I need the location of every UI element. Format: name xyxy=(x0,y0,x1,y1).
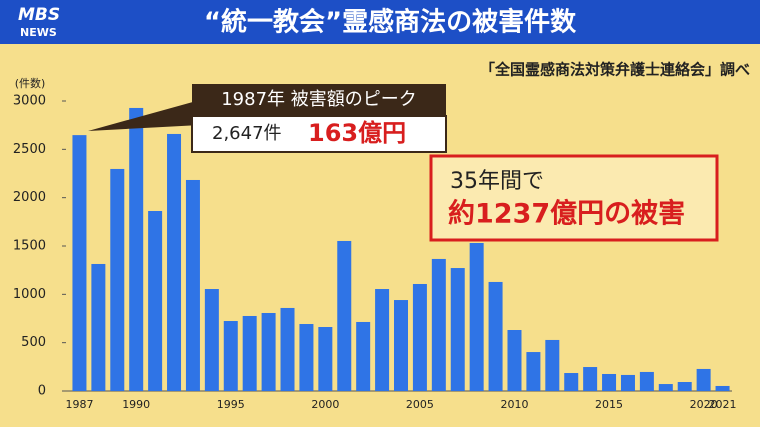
bar xyxy=(204,289,219,391)
bar xyxy=(185,179,200,391)
x-tick-label: 2020 xyxy=(690,398,718,411)
logo-brand: MBS xyxy=(18,5,60,25)
bar xyxy=(375,289,390,391)
y-tick-label: 3000 xyxy=(13,94,46,109)
logo-sub: NEWS xyxy=(20,26,57,39)
x-tick-label: 2005 xyxy=(406,398,434,411)
callout-body xyxy=(191,115,447,153)
bar xyxy=(602,373,617,391)
bar xyxy=(488,281,503,391)
bar xyxy=(507,330,522,391)
bar xyxy=(715,385,730,391)
bar xyxy=(412,283,427,391)
callout-head xyxy=(192,84,446,116)
x-tick-label: 1987 xyxy=(65,398,93,411)
source-note: 「全国霊感商法対策弁護士連絡会」調べ xyxy=(480,61,750,79)
x-tick-label: 1995 xyxy=(217,398,245,411)
bar xyxy=(564,373,579,391)
y-tick-label: 1500 xyxy=(13,239,46,254)
bar xyxy=(620,374,635,391)
bar xyxy=(356,321,371,391)
bar xyxy=(280,307,295,391)
x-tick-label: 2021 xyxy=(709,398,737,411)
bar xyxy=(129,107,144,392)
total-line2: 約1237億円の被害 xyxy=(448,198,685,230)
y-tick-label: 2500 xyxy=(13,142,46,157)
bar xyxy=(639,371,654,391)
bar xyxy=(91,263,106,391)
bar xyxy=(658,384,673,391)
y-tick-label: 500 xyxy=(21,335,46,350)
peak-count: 2,647件 xyxy=(212,123,282,144)
bar xyxy=(545,339,560,391)
callout-pointer xyxy=(88,100,200,131)
bar xyxy=(318,327,333,391)
x-tick-label: 2010 xyxy=(500,398,528,411)
bar xyxy=(696,368,711,391)
bar xyxy=(583,367,598,391)
x-tick-label: 2015 xyxy=(595,398,623,411)
bar xyxy=(72,135,87,391)
plot-area: 0 500 1000 1500 2000 2500 3000 1987 1990 1995 2000… xyxy=(13,94,737,412)
bar xyxy=(394,300,408,391)
header-bar xyxy=(0,0,760,44)
bar xyxy=(148,211,163,391)
bar xyxy=(261,312,276,391)
y-tick-label: 1000 xyxy=(13,287,46,302)
bar xyxy=(299,324,314,391)
total-line1: 35年間で xyxy=(450,169,544,194)
chart-title: “統一教会”霊感商法の被害件数 xyxy=(204,7,577,38)
bar xyxy=(526,352,541,391)
bar xyxy=(469,243,484,391)
total-box xyxy=(429,154,719,242)
bar xyxy=(450,268,465,391)
y-axis-label: (件数) xyxy=(15,77,46,90)
bar xyxy=(677,382,692,391)
bar xyxy=(110,168,125,391)
x-tick-label: 1990 xyxy=(122,398,150,411)
bar xyxy=(167,133,182,392)
peak-amount: 163億円 xyxy=(308,119,406,147)
peak-title: 1987年 被害額のピーク xyxy=(221,89,417,110)
bar xyxy=(223,321,238,391)
x-tick-label: 2000 xyxy=(311,398,339,411)
bar xyxy=(431,258,446,391)
y-tick-label: 2000 xyxy=(13,190,46,205)
bar xyxy=(242,315,257,391)
y-tick-label: 0 xyxy=(38,384,46,399)
bar xyxy=(337,240,352,391)
